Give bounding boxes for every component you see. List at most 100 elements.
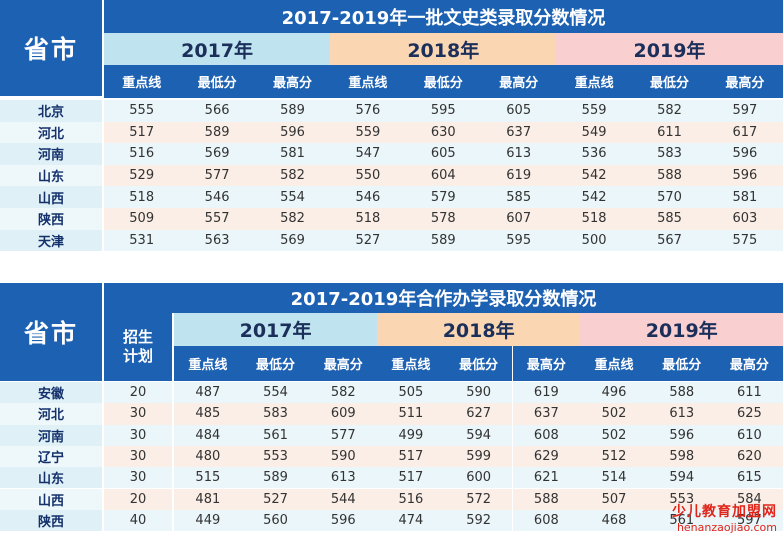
table-cell: 599 bbox=[444, 445, 513, 468]
quota-cell: 30 bbox=[104, 403, 172, 425]
table-cell: 637 bbox=[512, 403, 581, 425]
watermark-url: henanzaojiao.com bbox=[676, 521, 777, 534]
table-cell: 518 bbox=[556, 208, 632, 230]
table-cell: 554 bbox=[241, 382, 310, 404]
table-cell: 637 bbox=[481, 121, 557, 144]
table-cell: 560 bbox=[241, 509, 310, 532]
subheader-0-2: 最高分 bbox=[309, 346, 378, 381]
subheader-0-2: 最高分 bbox=[254, 65, 331, 98]
watermark-text: 少儿教育加盟网 bbox=[672, 504, 777, 520]
table-cell: 585 bbox=[481, 186, 557, 208]
table-cell: 620 bbox=[715, 445, 783, 468]
table-cell: 555 bbox=[104, 100, 180, 122]
quota-cell: 30 bbox=[104, 424, 172, 446]
table-cell: 567 bbox=[631, 229, 708, 252]
table-cell: 569 bbox=[179, 143, 255, 165]
quota-header-line2: 计划 bbox=[122, 347, 153, 365]
table-cell: 584 bbox=[715, 488, 783, 510]
subheader-1-2: 最高分 bbox=[512, 346, 581, 381]
table-cell: 581 bbox=[707, 186, 783, 208]
table-cell: 518 bbox=[104, 186, 180, 208]
table-cell: 480 bbox=[174, 445, 242, 468]
table-cell: 496 bbox=[580, 382, 648, 404]
table-cell: 595 bbox=[481, 229, 557, 252]
table-cell: 615 bbox=[715, 467, 783, 489]
table-cell: 518 bbox=[330, 208, 406, 230]
table-cell: 557 bbox=[179, 208, 255, 230]
table-cell: 578 bbox=[405, 208, 481, 230]
table-cell: 517 bbox=[104, 121, 180, 144]
table-cell: 577 bbox=[179, 164, 255, 187]
table-cell: 605 bbox=[405, 143, 481, 165]
table-cell: 608 bbox=[512, 509, 581, 532]
table-cell: 596 bbox=[309, 509, 378, 532]
table-cell: 582 bbox=[631, 100, 708, 122]
table-cell: 559 bbox=[330, 121, 406, 144]
row-province: 河北 bbox=[0, 121, 102, 144]
table-cell: 619 bbox=[512, 382, 581, 404]
subheader-2-2: 最高分 bbox=[707, 65, 783, 98]
province-header: 省市 bbox=[0, 283, 102, 381]
table-cell: 512 bbox=[580, 445, 648, 468]
table-cell: 608 bbox=[512, 424, 581, 446]
row-province: 天津 bbox=[0, 229, 102, 252]
table-cell: 611 bbox=[631, 121, 708, 144]
table-cell: 500 bbox=[556, 229, 632, 252]
table-cell: 630 bbox=[405, 121, 481, 144]
table-cell: 611 bbox=[715, 382, 783, 404]
subheader-0-1: 最低分 bbox=[179, 65, 255, 98]
table-cell: 609 bbox=[309, 403, 378, 425]
subheader-0-0: 重点线 bbox=[104, 65, 180, 98]
table-cell: 582 bbox=[309, 382, 378, 404]
year-header-1: 2018年 bbox=[377, 313, 581, 346]
quota-cell: 20 bbox=[104, 488, 172, 510]
table-cell: 577 bbox=[309, 424, 378, 446]
subheader-1-1: 最低分 bbox=[405, 65, 481, 98]
table-cell: 610 bbox=[715, 424, 783, 446]
subheader-2-2: 最高分 bbox=[715, 346, 783, 381]
table-cell: 581 bbox=[254, 143, 331, 165]
row-province: 安徽 bbox=[0, 382, 102, 404]
table-cell: 603 bbox=[707, 208, 783, 230]
quota-header-line1: 招生 bbox=[122, 328, 153, 346]
quota-cell: 40 bbox=[104, 509, 172, 532]
table-cell: 570 bbox=[631, 186, 708, 208]
table-cell: 589 bbox=[179, 121, 255, 144]
table-cell: 589 bbox=[241, 467, 310, 489]
table-cell: 546 bbox=[179, 186, 255, 208]
table-cell: 516 bbox=[104, 143, 180, 165]
table-cell: 515 bbox=[174, 467, 242, 489]
table-cell: 595 bbox=[405, 100, 481, 122]
table-cell: 598 bbox=[647, 445, 716, 468]
table-cell: 576 bbox=[330, 100, 406, 122]
table-cell: 502 bbox=[580, 403, 648, 425]
subheader-2-1: 最低分 bbox=[631, 65, 708, 98]
table-cell: 546 bbox=[330, 186, 406, 208]
table-cell: 597 bbox=[707, 100, 783, 122]
table-cell: 553 bbox=[241, 445, 310, 468]
subheader-2-1: 最低分 bbox=[647, 346, 716, 381]
row-province: 山东 bbox=[0, 164, 102, 187]
watermark: 少儿教育加盟网 henanzaojiao.com bbox=[672, 501, 777, 534]
table-cell: 582 bbox=[254, 164, 331, 187]
subheader-2-0: 重点线 bbox=[580, 346, 648, 381]
row-province: 河南 bbox=[0, 424, 102, 446]
table-cell: 594 bbox=[444, 424, 513, 446]
table-cell: 625 bbox=[715, 403, 783, 425]
table-cell: 502 bbox=[580, 424, 648, 446]
table-cell: 531 bbox=[104, 229, 180, 252]
table-cell: 575 bbox=[707, 229, 783, 252]
table-cell: 517 bbox=[377, 445, 445, 468]
subheader-1-1: 最低分 bbox=[444, 346, 513, 381]
table-cell: 561 bbox=[241, 424, 310, 446]
table-cell: 569 bbox=[254, 229, 331, 252]
table-cell: 582 bbox=[254, 208, 331, 230]
table-cell: 596 bbox=[254, 121, 331, 144]
table-title: 2017-2019年一批文史类录取分数情况 bbox=[104, 0, 783, 33]
table-cell: 549 bbox=[556, 121, 632, 144]
table-cell: 481 bbox=[174, 488, 242, 510]
row-province: 陕西 bbox=[0, 208, 102, 230]
table-cell: 589 bbox=[405, 229, 481, 252]
table-cell: 588 bbox=[631, 164, 708, 187]
subheader-1-2: 最高分 bbox=[481, 65, 557, 98]
